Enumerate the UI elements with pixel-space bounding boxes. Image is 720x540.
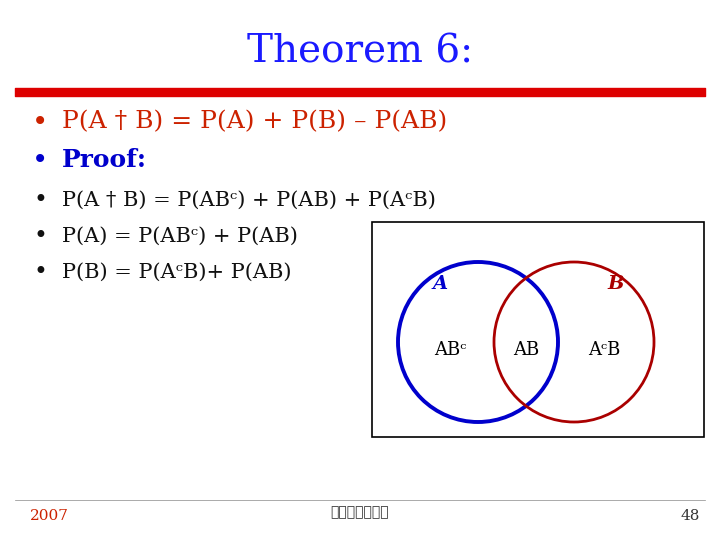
Text: P(A † B) = P(ABᶜ) + P(AB) + P(AᶜB): P(A † B) = P(ABᶜ) + P(AB) + P(AᶜB) — [62, 191, 436, 210]
Text: •: • — [33, 260, 47, 284]
Text: •: • — [32, 146, 48, 174]
Text: •: • — [33, 188, 47, 212]
Text: P(A † B) = P(A) + P(B) – P(AB): P(A † B) = P(A) + P(B) – P(AB) — [62, 111, 447, 133]
Text: Theorem 6:: Theorem 6: — [247, 33, 473, 71]
Text: AB: AB — [513, 341, 539, 359]
Text: A: A — [433, 275, 448, 293]
Text: AᶜB: AᶜB — [588, 341, 620, 359]
Text: 2007: 2007 — [30, 509, 69, 523]
Text: ABᶜ: ABᶜ — [434, 341, 466, 359]
Bar — [372, 222, 704, 437]
Text: B: B — [608, 275, 624, 293]
Text: 社會統計（上）: 社會統計（上） — [330, 505, 390, 519]
Text: P(A) = P(ABᶜ) + P(AB): P(A) = P(ABᶜ) + P(AB) — [62, 226, 298, 246]
Text: P(B) = P(AᶜB)+ P(AB): P(B) = P(AᶜB)+ P(AB) — [62, 262, 292, 281]
Text: Proof:: Proof: — [62, 148, 147, 172]
Text: 48: 48 — [680, 509, 700, 523]
Text: •: • — [32, 108, 48, 136]
Text: •: • — [33, 224, 47, 248]
